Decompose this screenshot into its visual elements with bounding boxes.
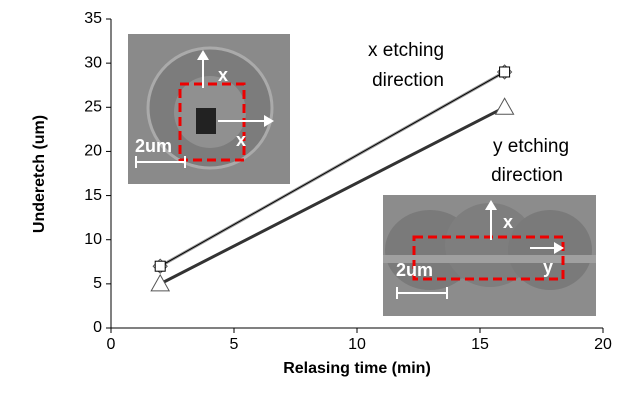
x-tick-label: 20 — [594, 336, 612, 353]
chart: 0 5 10 15 20 25 30 35 0 5 10 15 20 Relasing time (mi… — [0, 0, 630, 409]
x-tick-label: 10 — [348, 336, 366, 353]
y-tick-label: 25 — [84, 99, 102, 116]
x-axis-label: Relasing time (min) — [283, 360, 431, 377]
square-marker — [155, 261, 165, 271]
y-tick-label: 15 — [84, 187, 102, 204]
triangle-marker — [151, 275, 169, 291]
y-tick-label: 20 — [84, 143, 102, 160]
annotation: x etching — [368, 40, 444, 61]
inset-label: x — [218, 65, 228, 85]
square-marker — [500, 67, 510, 77]
y-tick-label: 35 — [84, 10, 102, 27]
y-tick-label: 10 — [84, 231, 102, 248]
annotation: direction — [372, 70, 444, 91]
x-tick-label: 15 — [471, 336, 489, 353]
inset-label: x — [503, 212, 513, 232]
triangle-marker — [496, 98, 514, 114]
inset-label: y — [543, 257, 553, 277]
x-tick-label: 5 — [230, 336, 239, 353]
x-tick-label: 0 — [107, 336, 116, 353]
inset-image: x y 2um — [383, 195, 596, 316]
inset-image: x x 2um — [128, 34, 290, 184]
y-axis-label: Underetch (um) — [31, 115, 48, 233]
inset-label: x — [236, 130, 246, 150]
inset-label: 2um — [396, 260, 433, 280]
y-tick-label: 30 — [84, 54, 102, 71]
inset-label: 2um — [135, 136, 172, 156]
y-tick-label: 0 — [93, 319, 102, 336]
annotation: y etching — [493, 136, 569, 157]
annotation: direction — [491, 165, 563, 186]
y-tick-label: 5 — [93, 275, 102, 292]
